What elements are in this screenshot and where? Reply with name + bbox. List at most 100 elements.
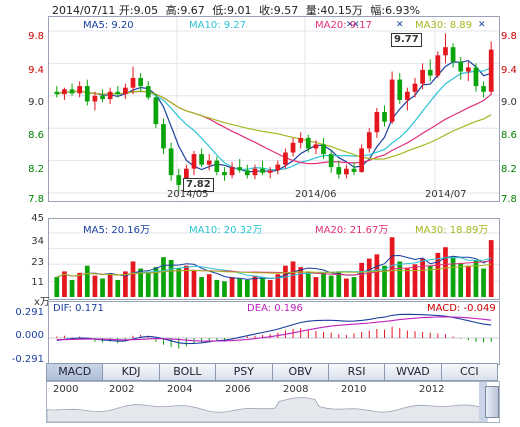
volume-bar bbox=[465, 265, 471, 297]
history-mini-chart bbox=[47, 382, 488, 422]
macd-dif-line bbox=[56, 313, 492, 345]
vol-ma5-label: MA5: 20.16万 bbox=[83, 225, 151, 236]
volume-bar bbox=[168, 260, 174, 297]
volume-bar bbox=[397, 261, 403, 297]
candle-body bbox=[191, 154, 197, 169]
candle-body bbox=[69, 89, 75, 94]
candle-body bbox=[267, 170, 273, 173]
volume-bar bbox=[313, 277, 319, 297]
macd-chart-panel[interactable]: DIF: 0.171 DEA: 0.196 MACD: -0.049 bbox=[48, 301, 500, 365]
volume-bar bbox=[298, 267, 304, 297]
vol-ma10-label: MA10: 20.32万 bbox=[189, 225, 263, 236]
amplitude-text: 幅:6.93% bbox=[370, 4, 421, 17]
indicator-tab-bar: MACD KDJ BOLL PSY OBV RSI WVAD CCI bbox=[46, 363, 498, 381]
volume-bar bbox=[420, 258, 425, 297]
volume-bar bbox=[214, 279, 220, 297]
candle-body bbox=[176, 175, 182, 185]
macd-value-label: MACD: -0.049 bbox=[427, 303, 496, 314]
candle-body bbox=[458, 61, 464, 72]
quote-info-bar: 2014/07/11 开:9.05 高:9.67 低:9.01 收:9.57 量… bbox=[52, 2, 518, 17]
timeline-year-2002: 2002 bbox=[109, 384, 135, 395]
candle-body bbox=[351, 168, 357, 172]
candle-body bbox=[443, 47, 448, 56]
volume-ma30-line bbox=[56, 263, 492, 278]
tab-obv[interactable]: OBV bbox=[271, 363, 328, 381]
volume-bar bbox=[244, 279, 250, 297]
candle-body bbox=[488, 49, 494, 92]
volume-bar bbox=[458, 262, 464, 297]
volume-bar bbox=[161, 257, 166, 297]
candle-body bbox=[427, 69, 433, 76]
history-selected-range bbox=[479, 382, 487, 422]
timeline-year-2010: 2010 bbox=[341, 384, 367, 395]
price-ma10-label: MA10: 9.27 bbox=[189, 20, 247, 31]
price-axis-right-8.2: 8.2 bbox=[501, 164, 517, 175]
volume-bar bbox=[69, 279, 75, 297]
volume-bar bbox=[100, 278, 105, 297]
candle-body bbox=[62, 89, 67, 95]
volume-text: 量:40.15万 bbox=[305, 4, 363, 17]
vol-axis-45: 45 bbox=[31, 213, 44, 224]
candle-body bbox=[115, 91, 121, 95]
price-axis-right-9.0: 9.0 bbox=[501, 97, 517, 108]
tab-psy[interactable]: PSY bbox=[215, 363, 272, 381]
price-chart-panel[interactable]: ✕ ✕ ✕ ✕ MA5: 9.20 MA10: 9.27 MA20: 9.17 MA3… bbox=[48, 16, 500, 202]
price-axis-right-9.4: 9.4 bbox=[501, 65, 517, 76]
macd-dea-label: DEA: 0.196 bbox=[247, 303, 303, 314]
candle-body bbox=[206, 160, 212, 165]
tab-macd[interactable]: MACD bbox=[46, 363, 103, 381]
tab-rsi[interactable]: RSI bbox=[327, 363, 385, 381]
candle-body bbox=[260, 168, 265, 173]
volume-bar bbox=[389, 237, 395, 297]
volume-bar bbox=[183, 265, 189, 297]
close-text: 收:9.57 bbox=[259, 4, 299, 17]
volume-bar bbox=[123, 271, 128, 297]
vol-ma20-label: MA20: 21.67万 bbox=[315, 225, 389, 236]
timeline-year-2000: 2000 bbox=[53, 384, 79, 395]
volume-bar bbox=[54, 277, 60, 297]
tab-wvad[interactable]: WVAD bbox=[384, 363, 441, 381]
candle-body bbox=[328, 154, 334, 168]
volume-bar bbox=[481, 268, 486, 297]
candle-body bbox=[366, 132, 372, 149]
candle-body bbox=[275, 164, 281, 171]
price-axis-right-8.6: 8.6 bbox=[501, 130, 517, 141]
event-marker-icon: ✕ bbox=[478, 20, 486, 30]
candle-body bbox=[153, 97, 159, 125]
candle-body bbox=[336, 167, 342, 175]
volume-bar bbox=[107, 274, 113, 297]
candle-body bbox=[344, 168, 349, 175]
candle-body bbox=[244, 170, 250, 176]
history-timeline[interactable]: 2000 2002 2004 2006 2008 2010 2012 bbox=[46, 381, 500, 423]
price-axis-right-7.8: 7.8 bbox=[501, 194, 517, 205]
volume-bar bbox=[229, 277, 235, 297]
price-ma30-label: MA30: 8.89 bbox=[415, 20, 473, 31]
macd-chart bbox=[49, 313, 499, 349]
macd-axis-zero: 0.000 bbox=[15, 330, 44, 341]
volume-bar bbox=[191, 269, 197, 297]
candle-body bbox=[100, 95, 105, 100]
volume-bar bbox=[435, 252, 441, 297]
price-axis-left-9.4: 9.4 bbox=[28, 65, 44, 76]
tab-kdj[interactable]: KDJ bbox=[102, 363, 159, 381]
candle-body bbox=[54, 91, 60, 95]
candle-body bbox=[283, 152, 288, 165]
candle-body bbox=[305, 137, 311, 149]
volume-chart-panel[interactable]: MA5: 20.16万 MA10: 20.32万 MA20: 21.67万 MA… bbox=[48, 218, 500, 300]
timeline-range-handle[interactable] bbox=[485, 386, 499, 418]
event-marker-icon: ✕ bbox=[346, 20, 354, 30]
candle-body bbox=[92, 95, 98, 102]
candle-body bbox=[435, 55, 441, 76]
price-ma30-line bbox=[56, 90, 492, 160]
volume-bar bbox=[404, 268, 410, 297]
volume-bar bbox=[359, 262, 365, 297]
candle-body bbox=[123, 87, 128, 95]
volume-bar bbox=[130, 261, 136, 297]
tab-boll[interactable]: BOLL bbox=[158, 363, 216, 381]
volume-bar bbox=[450, 257, 456, 297]
candle-body bbox=[77, 86, 83, 94]
tab-cci[interactable]: CCI bbox=[440, 363, 498, 381]
event-marker-icon: ✕ bbox=[396, 20, 404, 30]
vol-ma30-label: MA30: 18.89万 bbox=[415, 225, 489, 236]
event-marker-icon: ✕ bbox=[352, 20, 360, 30]
